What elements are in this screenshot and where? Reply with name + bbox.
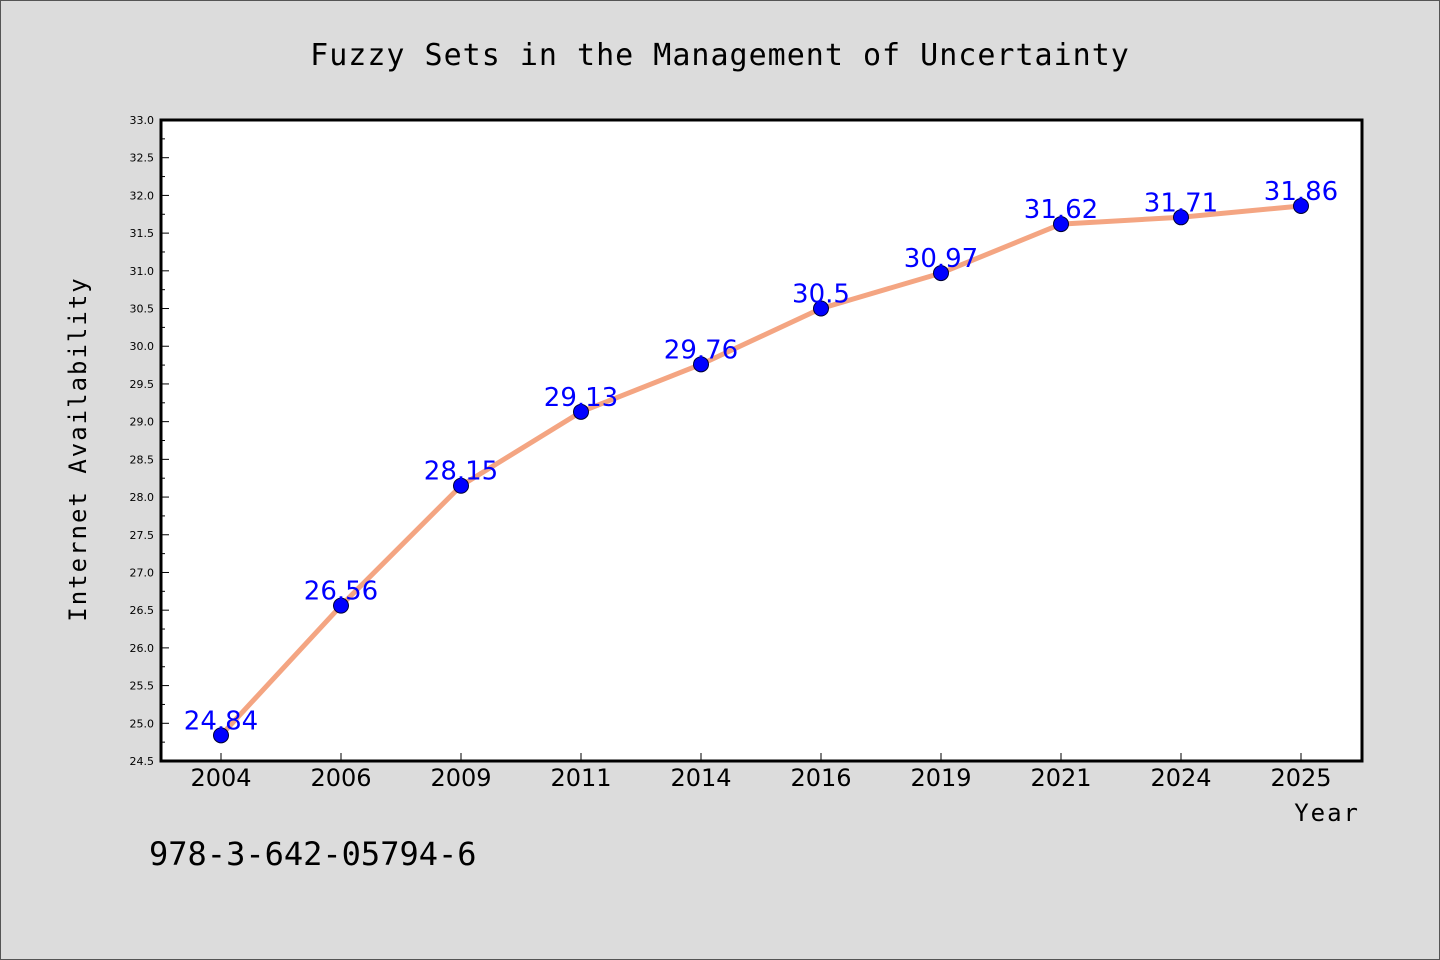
data-point [573, 403, 589, 420]
data-point [1053, 216, 1069, 233]
y-tick-label: 31.5 [130, 227, 155, 240]
y-tick-label: 33.0 [130, 114, 155, 127]
data-point [333, 597, 349, 614]
data-label: 26.56 [304, 577, 378, 607]
y-tick-label: 25.5 [130, 680, 155, 693]
y-tick-label: 32.0 [130, 189, 155, 202]
y-tick-label: 28.0 [130, 491, 155, 504]
data-label: 31.86 [1264, 177, 1338, 207]
x-axis-title: Year [1294, 799, 1360, 827]
x-axis: 2004 2006 2009 2011 2014 2016 2019 2021 2024 2025 [190, 753, 1332, 792]
y-tick-label: 25.0 [130, 717, 155, 730]
x-tick-label: 2004 [190, 764, 251, 792]
x-tick-label: 2014 [670, 764, 731, 792]
x-tick-label: 2021 [1030, 764, 1091, 792]
data-label: 29.13 [544, 383, 618, 413]
y-tick-label: 29.0 [130, 416, 155, 429]
y-axis: 24.5 25.0 25.5 26.0 26.5 27.0 27.5 28.0 28.5 29.0… [130, 114, 169, 768]
x-tick-label: 2024 [1150, 764, 1211, 792]
y-tick-label: 30.0 [130, 340, 155, 353]
data-label: 24.84 [184, 706, 258, 736]
chart-title: Fuzzy Sets in the Management of Uncertai… [310, 38, 1130, 73]
y-tick-label: 31.0 [130, 265, 155, 278]
series-layer: 24.84 26.56 28.15 29.13 29.76 30.5 30.97 31.62 3… [184, 177, 1338, 744]
data-label: 31.71 [1144, 188, 1218, 218]
data-label: 29.76 [664, 335, 738, 365]
series-line [218, 203, 1304, 738]
data-point [213, 727, 229, 744]
data-point [933, 265, 949, 282]
data-label: 28.15 [424, 457, 498, 487]
y-tick-label: 29.5 [130, 378, 155, 391]
y-tick-label: 27.0 [130, 566, 155, 579]
x-tick-label: 2019 [910, 764, 971, 792]
y-tick-label: 24.5 [130, 755, 155, 768]
data-label: 30.97 [904, 244, 978, 274]
plot-area [159, 118, 1364, 763]
data-point [453, 477, 469, 494]
x-tick-label: 2006 [310, 764, 371, 792]
data-label: 31.62 [1024, 195, 1098, 225]
y-tick-label: 30.5 [130, 303, 155, 316]
data-point [1293, 197, 1309, 214]
y-tick-label: 32.5 [130, 152, 155, 165]
y-tick-label: 27.5 [130, 529, 155, 542]
data-point [1173, 209, 1189, 226]
y-tick-label: 26.5 [130, 604, 155, 617]
x-tick-label: 2009 [430, 764, 491, 792]
y-axis-title: Internet Availability [64, 276, 92, 621]
y-tick-label: 26.0 [130, 642, 155, 655]
data-point [813, 300, 829, 317]
data-point [693, 356, 709, 373]
x-tick-label: 2016 [790, 764, 851, 792]
y-tick-label: 28.5 [130, 453, 155, 466]
x-tick-label: 2011 [550, 764, 611, 792]
data-label: 30.5 [792, 280, 850, 310]
x-tick-label: 2025 [1270, 764, 1331, 792]
isbn-note: 978-3-642-05794-6 [149, 835, 477, 873]
